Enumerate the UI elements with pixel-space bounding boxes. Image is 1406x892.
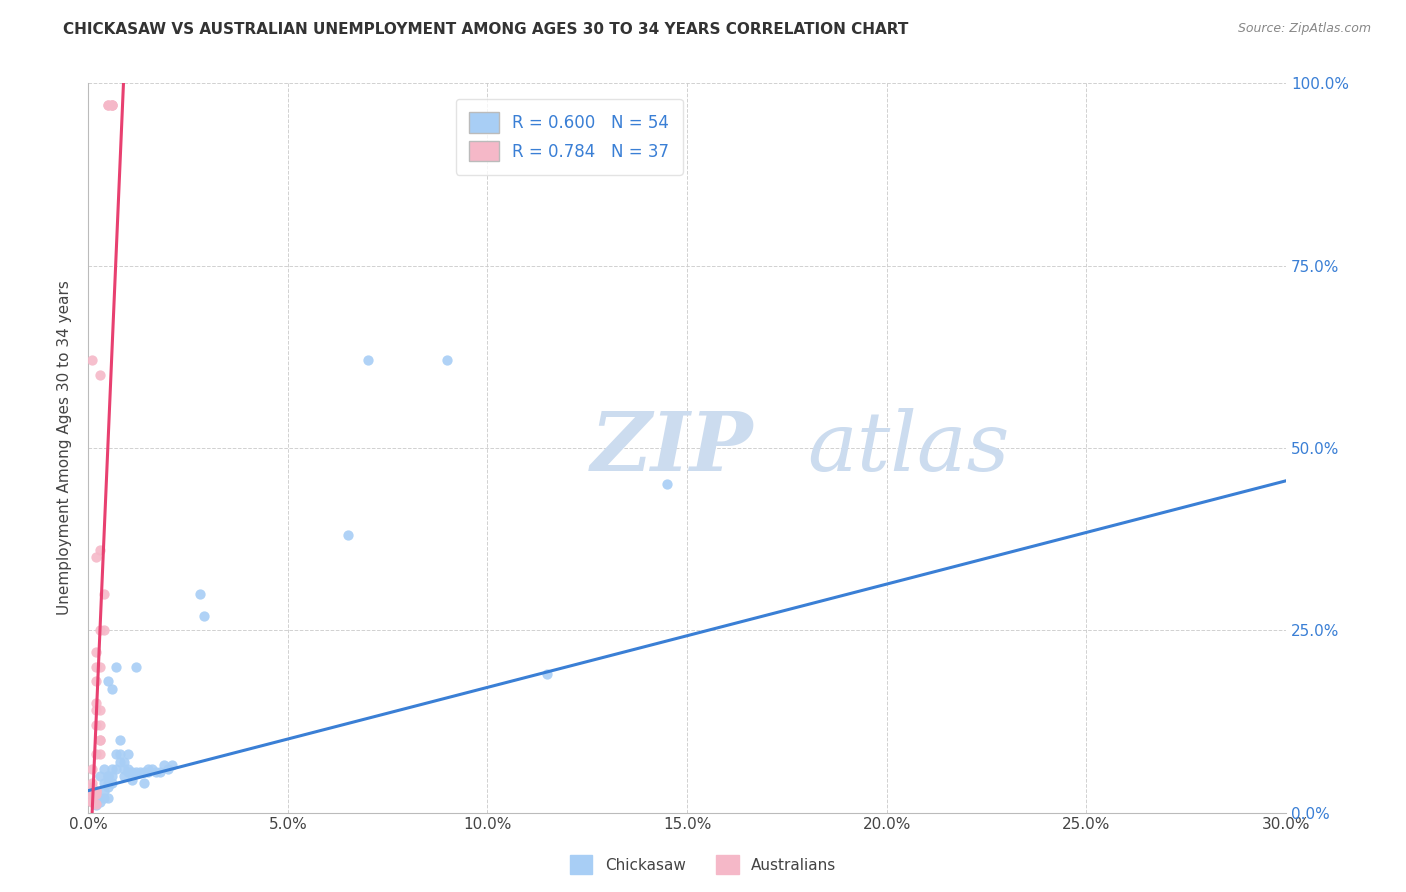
Point xyxy=(436,353,458,368)
Point xyxy=(136,762,159,776)
Point xyxy=(89,791,111,805)
Point xyxy=(84,783,107,797)
Point xyxy=(136,765,159,780)
Text: ZIP: ZIP xyxy=(592,408,754,488)
Text: Source: ZipAtlas.com: Source: ZipAtlas.com xyxy=(1237,22,1371,36)
Point xyxy=(97,769,120,783)
Point xyxy=(89,769,111,783)
Point xyxy=(356,353,378,368)
Point xyxy=(132,765,155,780)
Point xyxy=(89,543,111,558)
Point xyxy=(101,769,124,783)
Point xyxy=(156,762,179,776)
Point xyxy=(188,587,211,601)
Point xyxy=(89,732,111,747)
Point xyxy=(82,791,104,805)
Legend: R = 0.600   N = 54, R = 0.784   N = 37: R = 0.600 N = 54, R = 0.784 N = 37 xyxy=(456,99,683,175)
Point xyxy=(121,772,143,787)
Y-axis label: Unemployment Among Ages 30 to 34 years: Unemployment Among Ages 30 to 34 years xyxy=(58,281,72,615)
Point xyxy=(89,368,111,382)
Point xyxy=(82,787,104,801)
Point xyxy=(84,797,107,811)
Point xyxy=(97,791,120,805)
Point xyxy=(160,758,183,772)
Point xyxy=(117,762,139,776)
Text: atlas: atlas xyxy=(807,408,1010,488)
Point xyxy=(84,747,107,762)
Point xyxy=(84,550,107,565)
Point xyxy=(97,780,120,794)
Point xyxy=(125,659,148,673)
Point xyxy=(108,755,131,769)
Point xyxy=(84,783,107,797)
Point xyxy=(93,783,115,797)
Point xyxy=(149,765,172,780)
Point xyxy=(82,762,104,776)
Point xyxy=(82,783,104,797)
Point xyxy=(108,747,131,762)
Point xyxy=(82,791,104,805)
Point xyxy=(93,776,115,790)
Point xyxy=(117,747,139,762)
Point xyxy=(129,765,152,780)
Point xyxy=(84,674,107,689)
Point xyxy=(82,780,104,794)
Point xyxy=(97,776,120,790)
Point xyxy=(101,98,124,112)
Point xyxy=(101,776,124,790)
Point xyxy=(105,762,128,776)
Point xyxy=(97,98,120,112)
Point xyxy=(82,353,104,368)
Point xyxy=(141,762,163,776)
Point xyxy=(93,624,115,638)
Point xyxy=(105,747,128,762)
Point xyxy=(93,587,115,601)
Point xyxy=(89,624,111,638)
Point xyxy=(84,798,107,813)
Point xyxy=(655,477,678,491)
Point xyxy=(101,98,124,112)
Point xyxy=(117,765,139,780)
Point xyxy=(93,762,115,776)
Point xyxy=(97,674,120,689)
Point xyxy=(145,765,167,780)
Point xyxy=(84,795,107,809)
Point xyxy=(89,718,111,732)
Point xyxy=(97,769,120,783)
Point xyxy=(101,98,124,112)
Point xyxy=(84,645,107,659)
Point xyxy=(121,765,143,780)
Point xyxy=(82,795,104,809)
Point xyxy=(97,98,120,112)
Point xyxy=(536,667,558,681)
Point xyxy=(82,795,104,809)
Point xyxy=(89,659,111,673)
Point xyxy=(89,795,111,809)
Point xyxy=(84,787,107,801)
Point xyxy=(89,703,111,717)
Point xyxy=(193,608,215,623)
Point xyxy=(84,718,107,732)
Point xyxy=(84,703,107,717)
Point xyxy=(112,762,135,776)
Text: CHICKASAW VS AUSTRALIAN UNEMPLOYMENT AMONG AGES 30 TO 34 YEARS CORRELATION CHART: CHICKASAW VS AUSTRALIAN UNEMPLOYMENT AMO… xyxy=(63,22,908,37)
Point xyxy=(84,659,107,673)
Point xyxy=(112,755,135,769)
Point xyxy=(101,762,124,776)
Point xyxy=(112,769,135,783)
Point xyxy=(132,776,155,790)
Point xyxy=(153,758,176,772)
Legend: Chickasaw, Australians: Chickasaw, Australians xyxy=(564,849,842,880)
Point xyxy=(336,528,359,542)
Point xyxy=(125,765,148,780)
Point xyxy=(101,681,124,696)
Point xyxy=(108,732,131,747)
Point xyxy=(82,776,104,790)
Point xyxy=(84,696,107,710)
Point xyxy=(93,791,115,805)
Point xyxy=(89,732,111,747)
Point xyxy=(89,747,111,762)
Point xyxy=(105,659,128,673)
